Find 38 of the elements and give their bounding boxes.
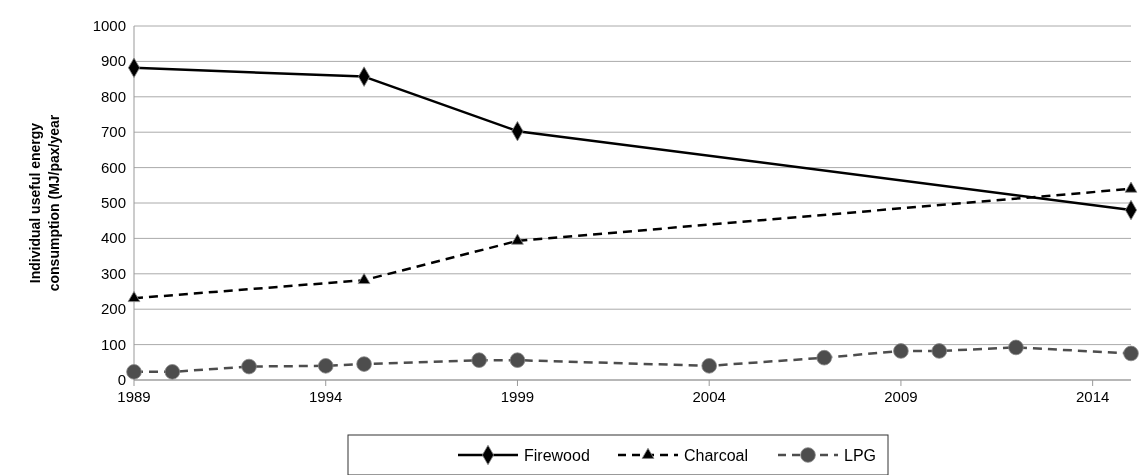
point — [127, 291, 141, 303]
point — [241, 358, 257, 375]
point — [893, 343, 909, 359]
point — [1123, 345, 1139, 362]
legend-label: LPG — [844, 447, 877, 464]
legend-label: Firewood — [524, 447, 590, 464]
y-tick-label: 300 — [100, 264, 126, 282]
x-tick-label: 2014 — [1075, 388, 1110, 405]
point — [1008, 339, 1024, 356]
point — [931, 343, 948, 359]
point — [509, 352, 526, 368]
point — [357, 272, 371, 284]
point — [126, 364, 142, 380]
y-tick-label: 900 — [100, 52, 126, 70]
y-tick-label: 0 — [117, 371, 126, 388]
x-tick-label: 2009 — [884, 388, 918, 405]
y-tick-label: 800 — [100, 87, 126, 105]
point — [701, 358, 717, 374]
x-tick-label: 1999 — [500, 388, 535, 405]
y-tick-label: 700 — [100, 123, 126, 141]
x-tick-label: 2004 — [692, 388, 726, 405]
x-tick-label: 1994 — [309, 388, 343, 405]
y-tick-label: 1000 — [92, 17, 126, 34]
legend-label: Charcoal — [684, 447, 749, 464]
y-tick-label: 500 — [100, 194, 126, 211]
y-tick-label: 400 — [100, 229, 126, 247]
point — [1124, 181, 1138, 193]
y-axis-title: Individual useful energy consumption (MJ/pax/year — [27, 114, 62, 292]
point — [317, 358, 334, 374]
y-tick-label: 600 — [100, 158, 126, 176]
point — [356, 356, 372, 372]
point — [816, 349, 832, 366]
point — [164, 364, 181, 380]
x-tick-label: 1989 — [117, 388, 151, 405]
y-tick-label: 200 — [100, 300, 126, 318]
point — [471, 352, 487, 368]
point — [511, 233, 524, 245]
y-tick-label: 100 — [100, 335, 126, 353]
